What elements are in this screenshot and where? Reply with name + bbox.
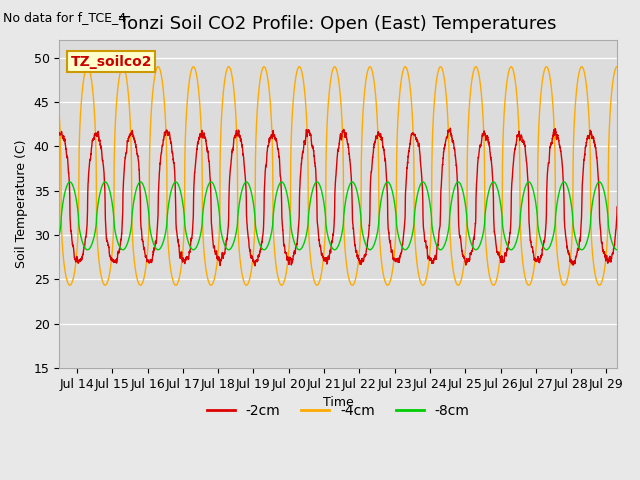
Title: Tonzi Soil CO2 Profile: Open (East) Temperatures: Tonzi Soil CO2 Profile: Open (East) Temp… bbox=[120, 15, 557, 33]
Y-axis label: Soil Temperature (C): Soil Temperature (C) bbox=[15, 140, 28, 268]
Text: TZ_soilco2: TZ_soilco2 bbox=[70, 55, 152, 69]
Legend: -2cm, -4cm, -8cm: -2cm, -4cm, -8cm bbox=[201, 398, 475, 423]
Text: No data for f_TCE_4: No data for f_TCE_4 bbox=[3, 11, 126, 24]
X-axis label: Time: Time bbox=[323, 396, 353, 409]
